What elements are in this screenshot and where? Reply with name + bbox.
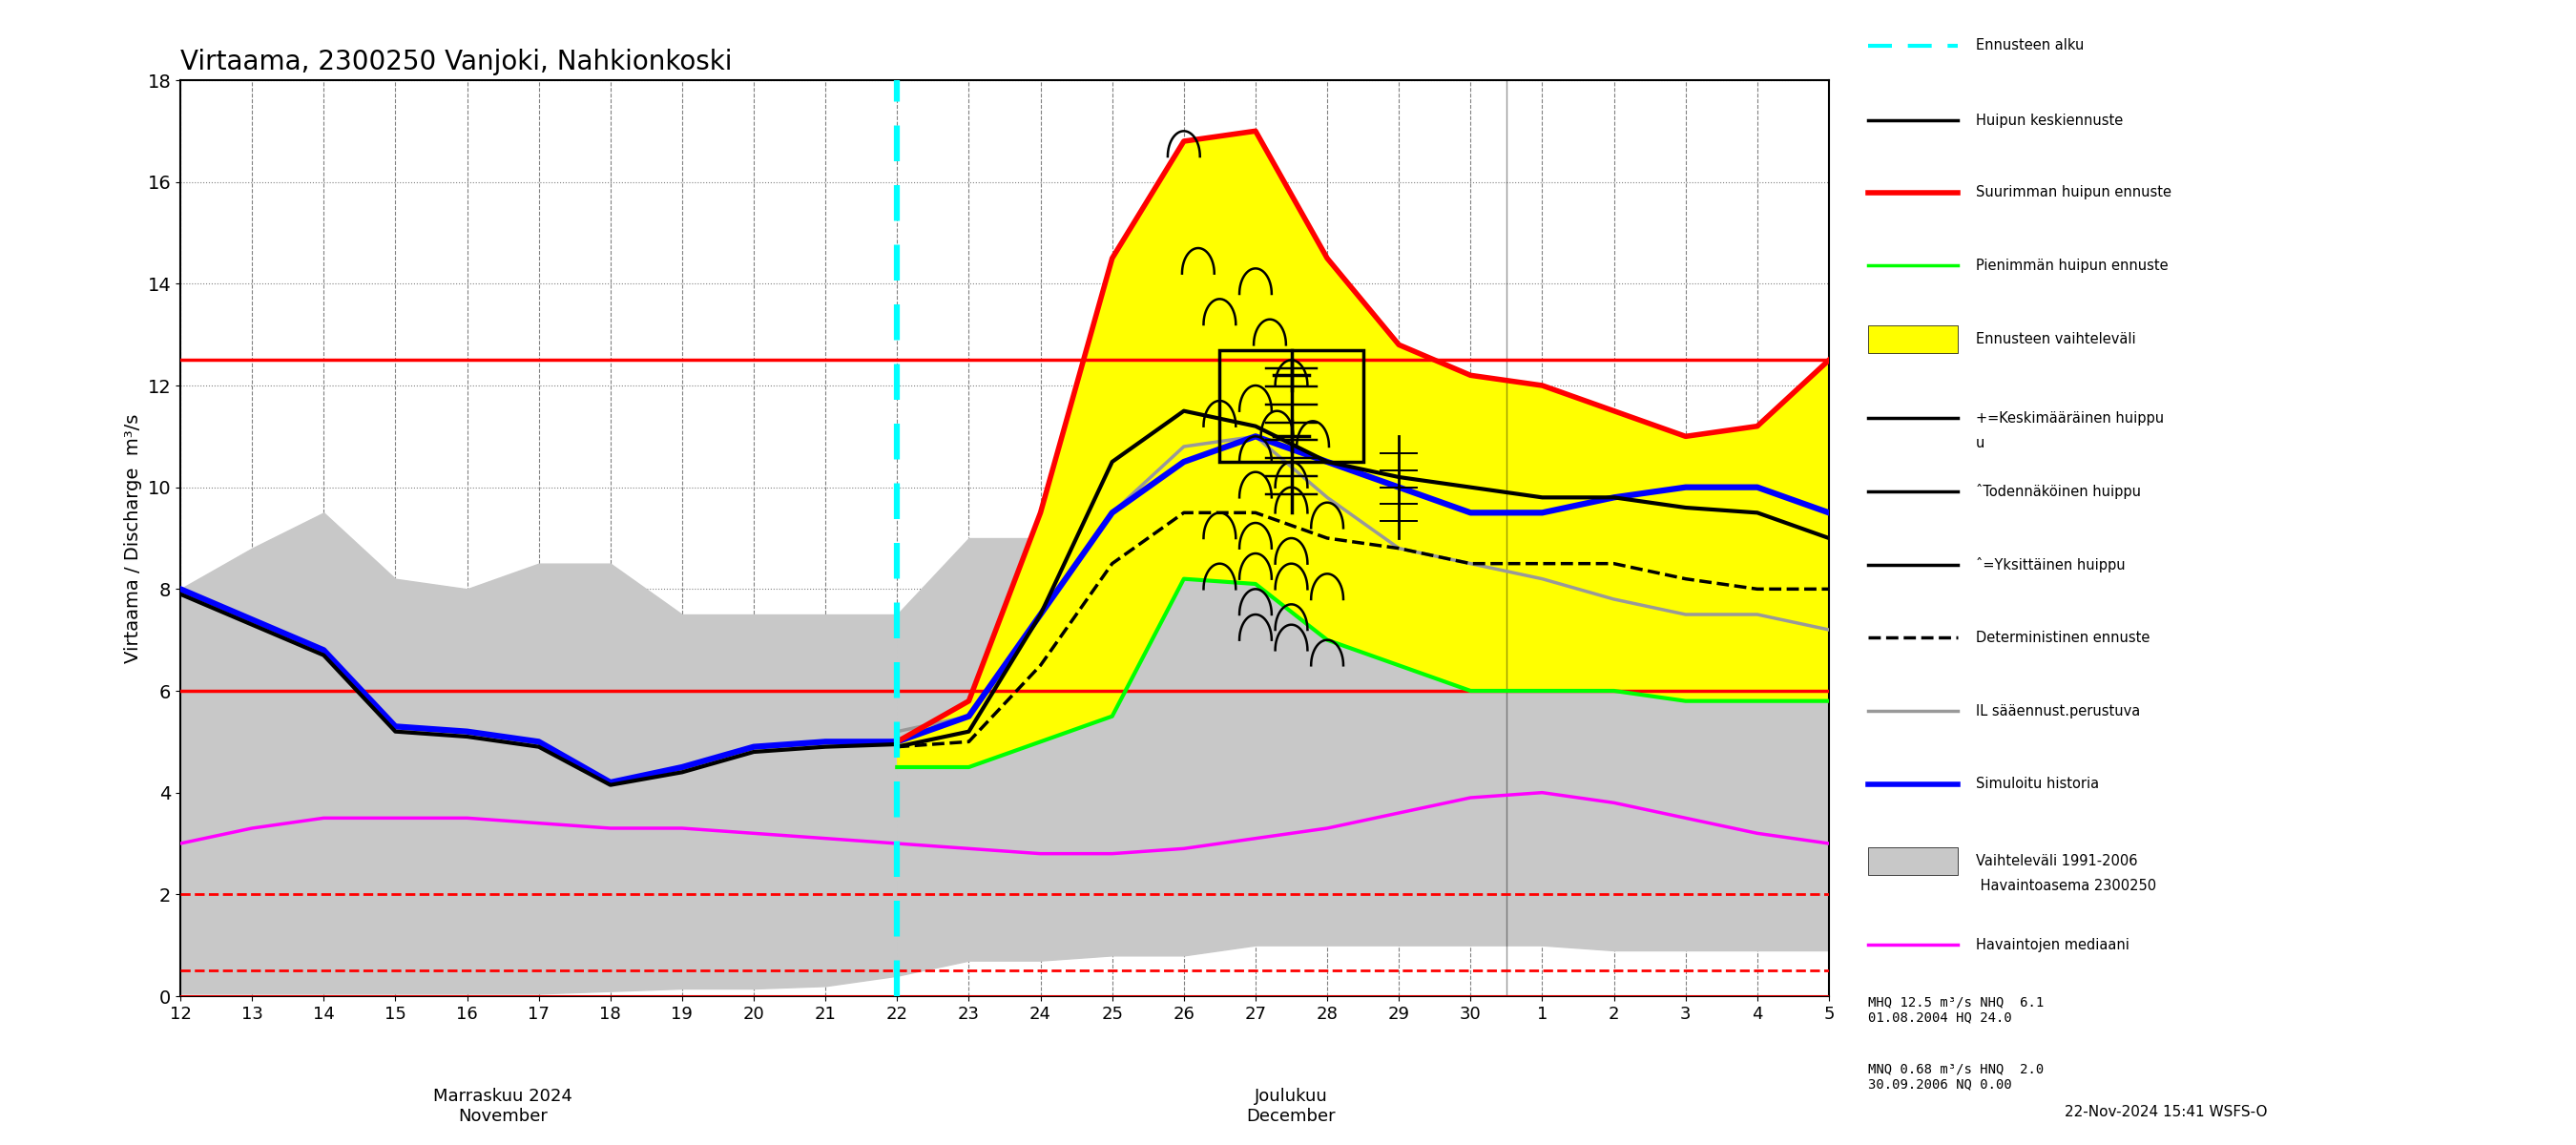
- Text: 22-Nov-2024 15:41 WSFS-O: 22-Nov-2024 15:41 WSFS-O: [2063, 1105, 2267, 1120]
- Text: Suurimman huipun ennuste: Suurimman huipun ennuste: [1976, 185, 2172, 199]
- Text: Ennusteen vaihteleväli: Ennusteen vaihteleväli: [1976, 332, 2136, 346]
- Text: Ennusteen alku: Ennusteen alku: [1976, 39, 2084, 53]
- Text: Marraskuu 2024
November: Marraskuu 2024 November: [433, 1088, 572, 1124]
- Text: Havaintojen mediaani: Havaintojen mediaani: [1976, 938, 2130, 951]
- Text: Virtaama, 2300250 Vanjoki, Nahkionkoski: Virtaama, 2300250 Vanjoki, Nahkionkoski: [180, 48, 732, 76]
- Text: MHQ 12.5 m³/s NHQ  6.1
01.08.2004 HQ 24.0: MHQ 12.5 m³/s NHQ 6.1 01.08.2004 HQ 24.0: [1868, 995, 2043, 1025]
- Text: Joulukuu
December: Joulukuu December: [1247, 1088, 1337, 1124]
- Text: ˆTodennäköinen huippu: ˆTodennäköinen huippu: [1976, 483, 2141, 499]
- Text: MNQ 0.68 m³/s HNQ  2.0
30.09.2006 NQ 0.00: MNQ 0.68 m³/s HNQ 2.0 30.09.2006 NQ 0.00: [1868, 1061, 2043, 1091]
- Y-axis label: Virtaama / Discharge  m³/s: Virtaama / Discharge m³/s: [124, 413, 142, 663]
- Text: Pienimmän huipun ennuste: Pienimmän huipun ennuste: [1976, 259, 2169, 273]
- Bar: [1218, 350, 1363, 461]
- Text: Huipun keskiennuste: Huipun keskiennuste: [1976, 113, 2123, 127]
- Text: +​=Keskimääräinen huippu: +​=Keskimääräinen huippu: [1976, 411, 2164, 425]
- Text: u: u: [1976, 436, 1984, 450]
- Text: IL sääennust.perustuva: IL sääennust.perustuva: [1976, 704, 2141, 718]
- Text: Deterministinen ennuste: Deterministinen ennuste: [1976, 631, 2151, 645]
- Text: Simuloitu historia: Simuloitu historia: [1976, 777, 2099, 791]
- Text: Havaintoasema 2300250: Havaintoasema 2300250: [1976, 879, 2156, 893]
- Text: Vaihteleväli 1991-2006: Vaihteleväli 1991-2006: [1976, 854, 2138, 868]
- Text: ˆ=Yksittäinen huippu: ˆ=Yksittäinen huippu: [1976, 556, 2125, 572]
